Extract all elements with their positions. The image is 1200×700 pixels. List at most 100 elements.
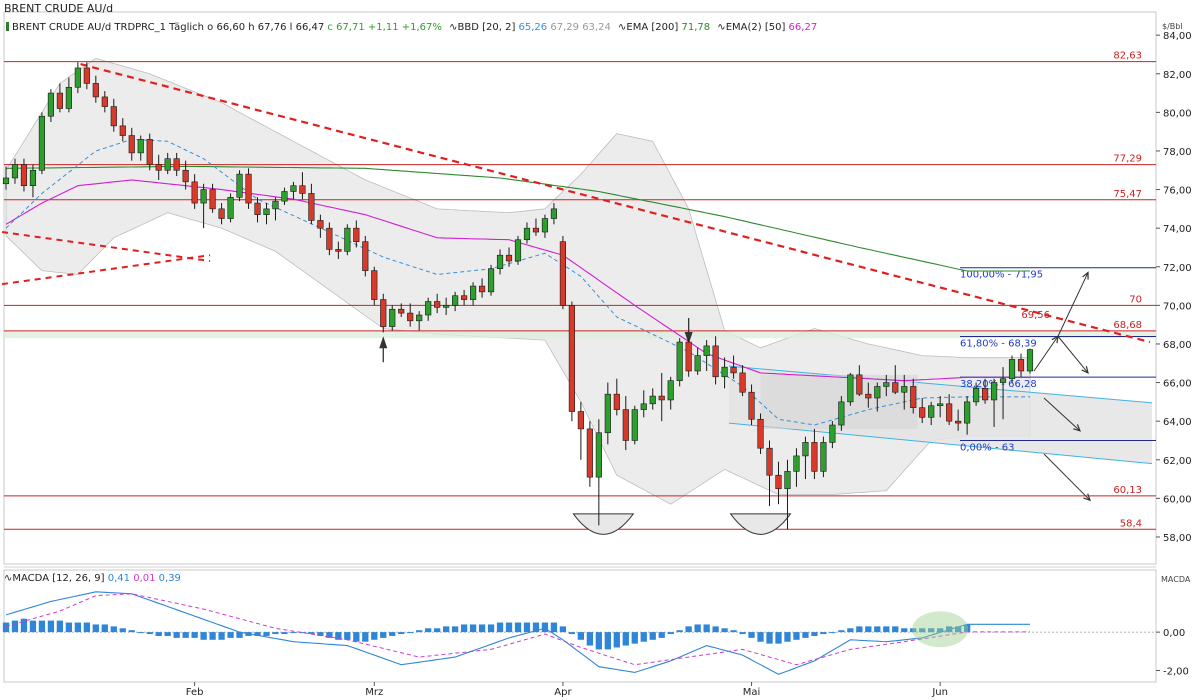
macd-histogram-bar <box>568 632 576 635</box>
candle <box>452 291 459 312</box>
macd-histogram-bar <box>928 628 935 633</box>
candle <box>1017 353 1025 377</box>
candle-body <box>631 409 638 441</box>
candle-body <box>173 158 180 171</box>
candle <box>649 388 656 410</box>
level-label: 82,63 <box>1113 51 1142 62</box>
macd-histogram-bar <box>469 624 477 633</box>
candle <box>505 247 513 267</box>
candle-body <box>856 374 863 395</box>
candle-body <box>380 299 387 327</box>
candle-body <box>487 268 495 293</box>
macd-histogram-bar <box>856 626 863 633</box>
candle-body <box>299 185 306 194</box>
macd-panel: -2,00 0,00 <box>2 591 1189 677</box>
candle <box>200 183 207 229</box>
candle-body <box>1026 349 1034 372</box>
triangle-upper-line <box>1 231 211 262</box>
candle <box>74 62 81 94</box>
macd-histogram-bar <box>505 622 513 633</box>
candle <box>137 135 144 161</box>
candle-body <box>452 295 459 306</box>
change-pct-value: +1,67% <box>401 22 442 33</box>
macd-histogram-bar <box>523 622 531 633</box>
candle <box>38 112 46 175</box>
candle <box>577 401 584 460</box>
y-tick-label: 66,00 <box>1163 379 1192 390</box>
macd-histogram-bar <box>451 626 459 633</box>
macd-histogram-bar <box>281 632 288 635</box>
candle <box>559 235 566 310</box>
macd-histogram-bar <box>496 622 504 633</box>
candle-body <box>56 92 63 109</box>
candle-body <box>784 471 791 490</box>
candle-body <box>586 428 593 478</box>
pivot-high-arrow-head <box>684 331 693 344</box>
candle <box>83 62 90 90</box>
macd-histogram-bar <box>398 632 405 635</box>
candle-body <box>874 386 881 399</box>
candle <box>793 448 800 487</box>
candle <box>703 340 710 371</box>
y-tick-label: 64,00 <box>1163 417 1192 428</box>
double-bottom-bowl-left <box>572 513 635 535</box>
y-tick-label: 76,00 <box>1163 186 1192 197</box>
macd-histogram-bar <box>407 632 414 634</box>
macd-histogram-bar <box>11 620 19 633</box>
candle <box>209 183 216 213</box>
candle-body <box>263 208 270 215</box>
macd-histogram-bar <box>47 620 55 633</box>
support-zone <box>4 330 1156 339</box>
candle <box>398 303 405 317</box>
chart-title: BRENT CRUDE AU/d <box>4 2 114 15</box>
macd-histogram-bar <box>883 626 890 633</box>
candle <box>838 396 845 431</box>
candle-body <box>883 382 890 387</box>
candle-body <box>577 411 584 430</box>
candle <box>20 158 28 192</box>
candle-body <box>990 382 998 401</box>
macd-histogram-bar <box>802 632 809 638</box>
macd-histogram-bar <box>685 626 692 633</box>
wave-icon: ∿ <box>618 22 627 33</box>
macd-histogram-bar <box>200 632 207 640</box>
macd-histogram-bar <box>227 632 234 638</box>
candle-body <box>335 249 342 252</box>
candle-body <box>685 341 692 372</box>
candle-body <box>937 403 944 407</box>
indicator-bbd: ∿BBD [20, 2] 65,26 67,29 63,24 <box>449 22 611 33</box>
candle <box>550 203 558 225</box>
wave-icon: ∿ <box>449 22 458 33</box>
level-label: 77,29 <box>1113 154 1142 165</box>
open-value: o 66,60 <box>207 22 246 33</box>
candle <box>802 436 809 480</box>
candle-body <box>766 447 773 476</box>
candle <box>173 152 180 177</box>
candle-body <box>811 442 818 472</box>
fib-label: 0,00% - 63 <box>960 442 1014 453</box>
candle <box>937 396 944 418</box>
macd-histogram-bar <box>29 620 37 633</box>
macd-histogram-bar <box>263 632 270 636</box>
candle-body <box>550 208 558 219</box>
candle-body <box>101 96 108 107</box>
candle-body <box>11 164 19 179</box>
candle <box>990 378 998 427</box>
macd-histogram-bar <box>613 632 620 648</box>
macd-histogram-bar <box>838 630 845 633</box>
macd-histogram-bar <box>766 632 773 644</box>
candle <box>640 390 647 418</box>
candle-body <box>982 388 989 401</box>
macd-line <box>5 591 1030 675</box>
candle-body <box>802 442 809 457</box>
candle <box>514 235 522 265</box>
macd-histogram-bar <box>326 632 333 638</box>
candle <box>784 459 791 530</box>
candle-body <box>47 92 54 117</box>
candle-body <box>344 227 351 252</box>
candle-body <box>110 106 117 127</box>
macd-histogram-bar <box>155 632 162 636</box>
projection-arrow-up-2-head <box>1082 271 1089 280</box>
candle-body <box>946 403 953 422</box>
candle <box>568 301 575 422</box>
